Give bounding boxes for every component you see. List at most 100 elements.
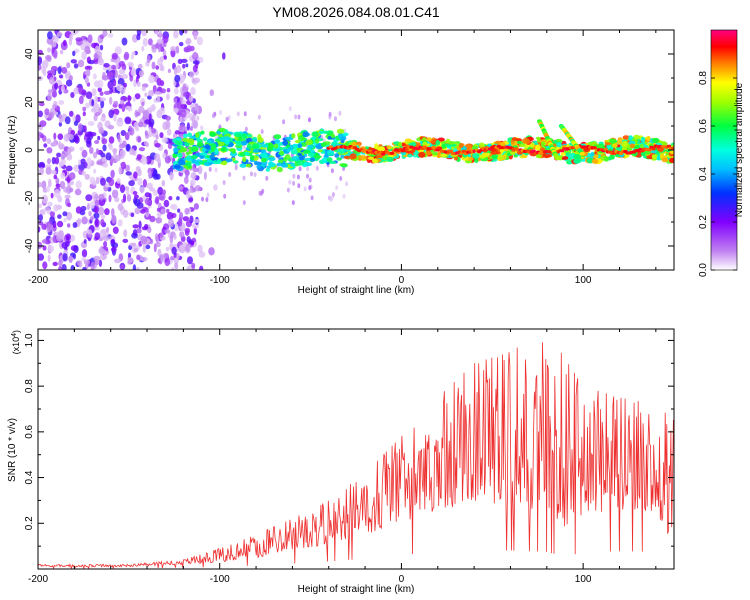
- spectrogram-cell: [72, 50, 76, 57]
- spectrogram-cell: [315, 165, 319, 171]
- spectrogram-cell: [94, 111, 101, 117]
- spectrogram-cell: [86, 157, 92, 165]
- snr-xtick-label: -200: [28, 574, 48, 585]
- spectrogram-cell: [307, 162, 312, 166]
- spectrogram-cell: [448, 149, 454, 153]
- spectrogram-cell: [307, 143, 314, 150]
- spectrogram-cell: [102, 30, 108, 37]
- spectrogram-cell: [170, 267, 175, 270]
- spectrogram-cell: [134, 93, 141, 100]
- spectrogram-cell: [73, 245, 79, 254]
- spectrogram-cell: [130, 53, 134, 60]
- spectrogram-cell: [190, 87, 196, 96]
- spectrogram-cell: [183, 133, 188, 138]
- spectrogram-cell: [85, 102, 90, 109]
- spectrogram-cell: [603, 148, 608, 152]
- spectrogram-cell: [181, 86, 189, 92]
- spectrogram-cell: [88, 233, 93, 239]
- spectrogram-cell: [151, 103, 156, 112]
- spectrogram-cell: [252, 148, 260, 153]
- spectrogram-cell: [64, 194, 71, 199]
- spectrogram-cell: [400, 149, 406, 153]
- spectrogram-cell: [100, 228, 108, 234]
- spectrogram-cell: [123, 209, 129, 218]
- spectrogram-cell: [148, 170, 152, 180]
- spectrogram-cell: [204, 144, 211, 150]
- spectrogram-cell: [199, 152, 208, 156]
- spectrogram-cell: [435, 139, 441, 146]
- snr-ytick-label: 0.2: [24, 516, 35, 530]
- spectrogram-cell: [108, 194, 112, 203]
- spectrogram-cell: [62, 211, 68, 217]
- spectrogram-cell: [345, 181, 349, 187]
- spectrogram-cell: [119, 184, 126, 193]
- spectrogram-cell: [291, 200, 295, 206]
- spectrogram-cell: [63, 217, 67, 223]
- spectrogram-cell: [73, 164, 80, 172]
- spectrogram-cell: [52, 104, 58, 109]
- spectrogram-cell: [132, 264, 137, 270]
- spectrogram-cell: [126, 194, 132, 202]
- spectrogram-cell: [326, 150, 335, 154]
- spectrogram-cell: [198, 251, 206, 258]
- spectrogram-cell: [117, 203, 124, 211]
- spectrogram-cell: [100, 177, 106, 186]
- spectrogram-cell: [336, 128, 345, 134]
- spectrogram-cell: [431, 145, 436, 149]
- spectrogram-cell: [173, 147, 179, 153]
- spectrogram-cell: [182, 63, 186, 69]
- spectrogram-cell: [155, 134, 159, 140]
- spectrogram-cell: [297, 183, 301, 189]
- spectrogram-cell: [565, 152, 570, 156]
- spectrogram-cell: [156, 77, 162, 86]
- snr-y-axis: 0.2 0.4 0.6 0.8 1.0: [24, 333, 674, 547]
- spectrogram-cell: [328, 111, 332, 117]
- spectrogram-cell: [640, 151, 646, 156]
- spectrogram-cell: [93, 73, 97, 80]
- spectrogram-cell: [89, 146, 94, 154]
- spectrogram-xtick-label: 100: [575, 275, 592, 286]
- spectrogram-cell: [222, 180, 226, 186]
- spectrogram-cell: [121, 73, 128, 80]
- spectrogram-cell: [286, 149, 291, 153]
- snr-marks: [38, 342, 674, 569]
- spectrogram-cell: [628, 135, 633, 141]
- snr-x-label: Height of straight line (km): [298, 584, 415, 595]
- spectrogram-cell: [162, 152, 167, 159]
- spectrogram-cell: [38, 63, 42, 71]
- spectrogram-cell: [169, 171, 174, 181]
- spectrogram-cell: [59, 180, 66, 190]
- colorbar-tick-label: 0.2: [698, 215, 709, 229]
- spectrogram-cell: [321, 130, 330, 134]
- spectrogram-cell: [50, 169, 57, 175]
- spectrogram-cell: [170, 256, 175, 261]
- spectrogram-cell: [136, 228, 142, 234]
- snr-xtick-label: -100: [210, 574, 230, 585]
- spectrogram-cell: [184, 227, 191, 234]
- spectrogram-cell: [48, 76, 55, 85]
- spectrogram-cell: [342, 132, 349, 137]
- spectrogram-cell: [134, 207, 141, 215]
- spectrogram-cell: [91, 99, 95, 107]
- spectrogram-cell: [98, 128, 104, 135]
- spectrogram-cell: [113, 148, 117, 158]
- spectrogram-cell: [296, 174, 300, 180]
- spectrogram-cell: [141, 101, 145, 107]
- spectrogram-cell: [215, 138, 220, 142]
- spectrogram-cell: [111, 246, 116, 253]
- spectrogram-cell: [133, 194, 139, 200]
- spectrogram-cell: [73, 63, 79, 69]
- spectrogram-cell: [47, 47, 51, 53]
- spectrogram-cell: [73, 30, 80, 34]
- spectrogram-cell: [334, 153, 340, 158]
- spectrogram-cell: [186, 190, 191, 199]
- spectrogram-cell: [302, 131, 310, 138]
- spectrogram-cell: [176, 137, 182, 141]
- spectrogram-cell: [93, 168, 97, 174]
- spectrogram-cell: [168, 218, 174, 228]
- spectrogram-cell: [193, 110, 197, 116]
- spectrogram-cell: [83, 239, 87, 244]
- spectrogram-cell: [42, 261, 48, 270]
- spectrogram-cell: [437, 146, 443, 150]
